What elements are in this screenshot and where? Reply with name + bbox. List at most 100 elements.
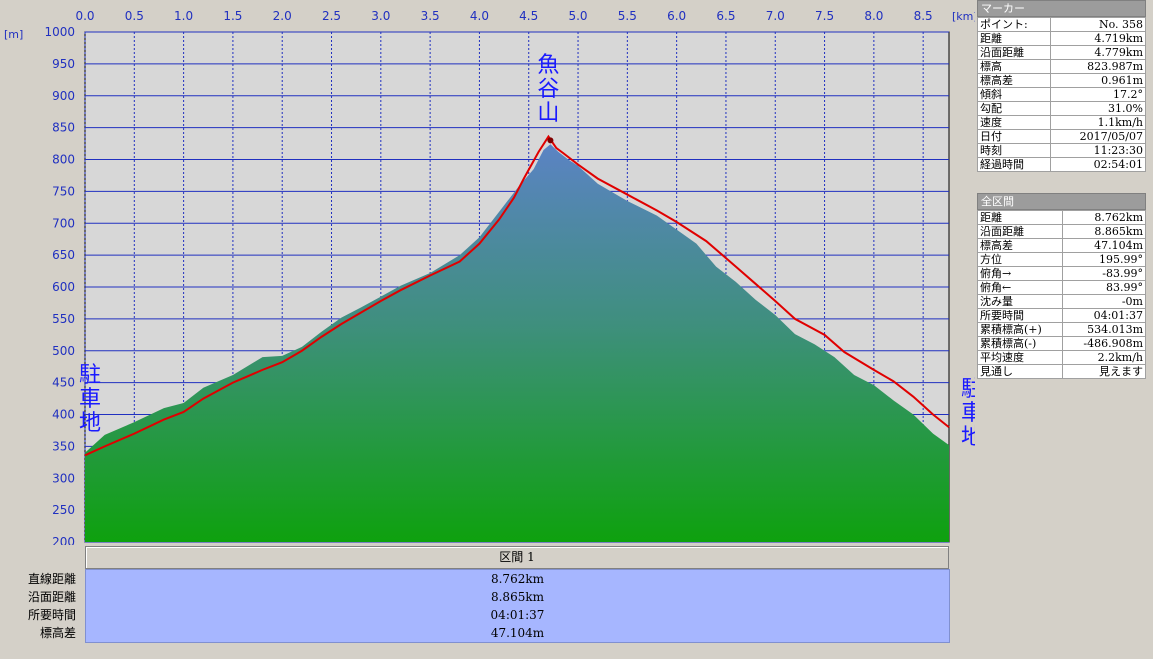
all-section-value: 195.99° — [1062, 252, 1146, 267]
marker-row: 速度 1.1km/h — [976, 115, 1146, 130]
all-section-value: -0m — [1062, 294, 1146, 309]
section-header[interactable]: 区間 1 — [85, 546, 949, 569]
y-tick-label: 800 — [52, 153, 75, 167]
all-section-value: 8.762km — [1062, 210, 1146, 225]
marker-label: 傾斜 — [976, 87, 1052, 102]
marker-value: 823.987m — [1050, 59, 1146, 74]
all-section-value: 04:01:37 — [1062, 308, 1146, 323]
section-row-label: 沿面距離 — [27, 590, 76, 604]
marker-row: 勾配 31.0% — [976, 101, 1146, 116]
marker-value: 2017/05/07 — [1050, 129, 1146, 144]
x-tick-label: 2.0 — [273, 9, 292, 23]
marker-label: 速度 — [976, 115, 1052, 130]
marker-row: 距離 4.719km — [976, 31, 1146, 46]
all-section-row: 所要時間 04:01:37 — [976, 308, 1146, 323]
end-label: 駐 — [961, 377, 975, 402]
marker-row: 時刻 11:23:30 — [976, 143, 1146, 158]
summit-label: 魚 — [537, 53, 559, 78]
marker-label: 勾配 — [976, 101, 1052, 116]
all-section-label: 俯角← — [976, 280, 1064, 295]
marker-row: 標高 823.987m — [976, 59, 1146, 74]
x-tick-label: 7.5 — [815, 9, 834, 23]
marker-label: 標高差 — [976, 73, 1052, 88]
y-tick-label: 550 — [52, 312, 75, 326]
all-section-panel: 全区間 距離 8.762km 沿面距離 8.865km 標高差 47.104m 方位 195.… — [976, 193, 1146, 379]
all-section-label: 方位 — [976, 252, 1064, 267]
y-tick-label: 850 — [52, 121, 75, 135]
y-tick-label: 200 — [52, 535, 75, 545]
elevation-chart[interactable]: 0.0 0.5 1.0 1.5 2.0 2.5 3.0 3.5 4.0 4.5 5.0 5.5 6.0 6… — [0, 0, 975, 545]
all-section-row: 累積標高(-) -486.908m — [976, 336, 1146, 351]
all-section-row: 見通し 見えます — [976, 364, 1146, 379]
all-section-value: -83.99° — [1062, 266, 1146, 281]
y-tick-label: 950 — [52, 57, 75, 71]
y-tick-label: 400 — [52, 408, 75, 422]
section-row-value: 04:01:37 — [490, 608, 545, 622]
y-tick-label: 500 — [52, 344, 75, 358]
section-row-label: 所要時間 — [27, 608, 76, 622]
section-row-value: 8.865km — [490, 590, 544, 604]
summit-label: 谷 — [537, 77, 559, 102]
marker-row: 傾斜 17.2° — [976, 87, 1146, 102]
marker-row: ポイント: No. 358 — [976, 17, 1146, 32]
x-tick-label: 3.0 — [371, 9, 390, 23]
y-tick-label: 700 — [52, 216, 75, 230]
marker-value: 4.779km — [1050, 45, 1146, 60]
section-row: 所要時間 04:01:37 — [28, 606, 949, 624]
y-tick-label: 450 — [52, 376, 75, 390]
marker-row: 標高差 0.961m — [976, 73, 1146, 88]
x-unit-label: [km] — [952, 10, 975, 23]
marker-label: 標高 — [976, 59, 1052, 74]
all-section-label: 沿面距離 — [976, 224, 1064, 239]
all-section-row: 距離 8.762km — [976, 210, 1146, 225]
section-row: 標高差 47.104m — [40, 624, 949, 642]
y-tick-label: 600 — [52, 280, 75, 294]
all-section-label: 沈み量 — [976, 294, 1064, 309]
start-label: 地 — [79, 411, 101, 436]
marker-row: 沿面距離 4.779km — [976, 45, 1146, 60]
y-tick-label: 250 — [52, 503, 75, 517]
x-tick-label: 5.0 — [568, 9, 587, 23]
marker-label: 日付 — [976, 129, 1052, 144]
marker-label: 経過時間 — [976, 157, 1052, 172]
section-row: 直線距離 8.762km — [28, 570, 949, 588]
all-section-label: 見通し — [976, 364, 1064, 379]
start-label: 駐 — [79, 363, 101, 388]
section-row-label: 直線距離 — [27, 572, 76, 586]
all-section-value: 8.865km — [1062, 224, 1146, 239]
section-row-label: 標高差 — [39, 626, 76, 640]
all-section-row: 俯角← 83.99° — [976, 280, 1146, 295]
x-tick-label: 8.0 — [864, 9, 883, 23]
x-tick-label: 3.5 — [421, 9, 440, 23]
all-section-row: 方位 195.99° — [976, 252, 1146, 267]
section-row: 沿面距離 8.865km — [28, 588, 949, 606]
y-tick-label: 1000 — [44, 25, 75, 39]
all-section-label: 所要時間 — [976, 308, 1064, 323]
end-label: 地 — [961, 425, 975, 450]
y-unit-label: [m] — [4, 28, 23, 41]
y-tick-label: 900 — [52, 89, 75, 103]
marker-panel: マーカー ポイント: No. 358 距離 4.719km 沿面距離 4.779km 標高 8… — [976, 0, 1146, 172]
x-tick-label: 1.5 — [223, 9, 242, 23]
x-tick-label: 1.0 — [174, 9, 193, 23]
all-section-label: 平均速度 — [976, 350, 1064, 365]
marker-panel-title: マーカー — [977, 0, 1146, 17]
all-section-label: 距離 — [976, 210, 1064, 225]
all-section-row: 沿面距離 8.865km — [976, 224, 1146, 239]
all-section-label: 累積標高(+) — [976, 322, 1064, 337]
x-tick-label: 4.0 — [470, 9, 489, 23]
x-tick-label: 2.5 — [322, 9, 341, 23]
x-tick-label: 6.0 — [667, 9, 686, 23]
marker-label: 距離 — [976, 31, 1052, 46]
section-row-value: 47.104m — [490, 626, 545, 640]
all-section-row: 累積標高(+) 534.013m — [976, 322, 1146, 337]
all-section-row: 沈み量 -0m — [976, 294, 1146, 309]
marker-value: No. 358 — [1050, 17, 1146, 32]
x-tick-label: 7.0 — [766, 9, 785, 23]
marker-table: ポイント: No. 358 距離 4.719km 沿面距離 4.779km 標高 823.98… — [976, 17, 1146, 172]
all-section-value: 見えます — [1062, 364, 1146, 379]
marker-label: ポイント: — [976, 17, 1052, 32]
marker-value: 17.2° — [1050, 87, 1146, 102]
all-section-label: 標高差 — [976, 238, 1064, 253]
section-summary: 直線距離 8.762km 沿面距離 8.865km 所要時間 04:01:37 標高差 47.… — [28, 569, 950, 643]
